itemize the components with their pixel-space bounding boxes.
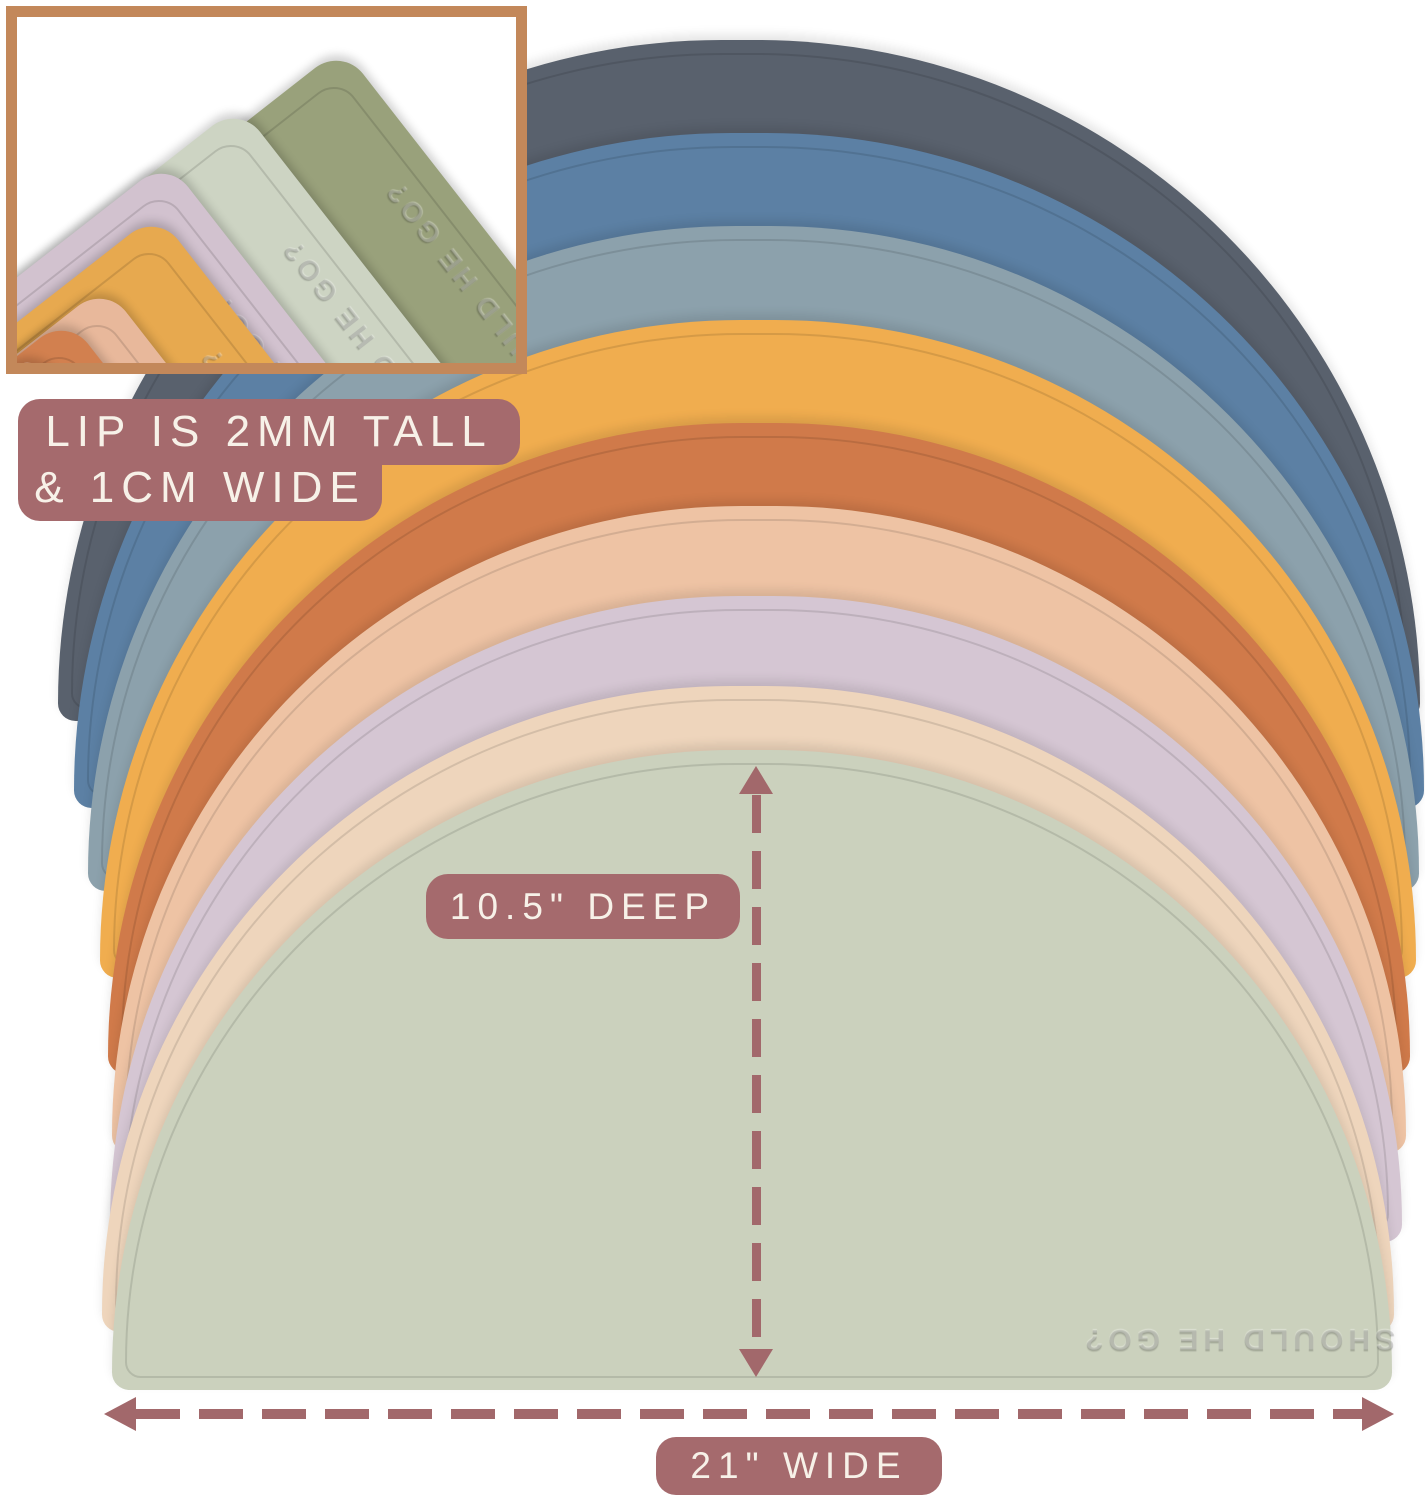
width-dimension-label: 21" WIDE (656, 1437, 942, 1495)
lip-size-label-line2: & 1CM WIDE (18, 455, 382, 521)
lip-size-label-line1: LIP IS 2MM TALL (18, 399, 520, 465)
depth-arrow-down-head (739, 1349, 773, 1377)
lip-detail-inset-photo: SHOULD HE GO?SHOULD HE GO?SHOULD HE GO?S… (6, 6, 527, 374)
depth-arrow-up-head (739, 766, 773, 794)
depth-dimension-label: 10.5" DEEP (426, 874, 740, 939)
width-arrow-left-head (104, 1397, 136, 1431)
width-arrow-right-head (1362, 1397, 1394, 1431)
width-arrow-dashed-line (136, 1409, 1362, 1419)
depth-arrow-dashed-line (752, 795, 761, 1347)
brand-watermark: SHOULD HE GO? (1079, 1323, 1395, 1356)
